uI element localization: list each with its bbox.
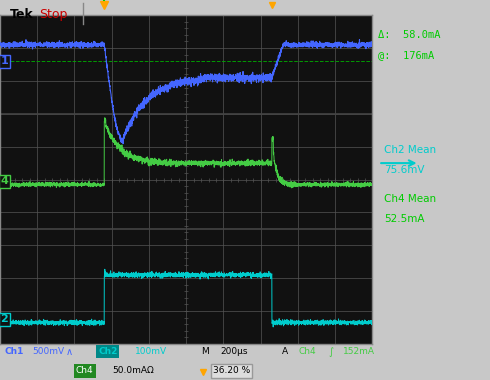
Text: Stop: Stop xyxy=(39,8,68,21)
Text: A: A xyxy=(282,347,288,356)
Text: M: M xyxy=(201,347,209,356)
Text: 500mV: 500mV xyxy=(32,347,64,356)
Text: Tek: Tek xyxy=(10,8,33,21)
Text: ∧: ∧ xyxy=(66,347,74,357)
Text: Ch2: Ch2 xyxy=(98,347,118,356)
Text: Ch2 Mean: Ch2 Mean xyxy=(384,145,436,155)
Text: 152mA: 152mA xyxy=(343,347,375,356)
Text: 100mV: 100mV xyxy=(135,347,167,356)
Text: @:  176mA: @: 176mA xyxy=(378,50,435,60)
Text: Ch4: Ch4 xyxy=(299,347,317,356)
Text: 200μs: 200μs xyxy=(220,347,248,356)
Text: Ch1: Ch1 xyxy=(5,347,24,356)
Text: Ch4: Ch4 xyxy=(76,366,94,375)
Text: 1: 1 xyxy=(0,56,8,66)
Text: 50.0mAΩ: 50.0mAΩ xyxy=(113,366,154,375)
Text: 2: 2 xyxy=(0,314,8,324)
Text: ∫: ∫ xyxy=(328,347,333,357)
Text: 52.5mA: 52.5mA xyxy=(384,214,425,224)
Text: 4: 4 xyxy=(0,176,8,186)
Text: 75.6mV: 75.6mV xyxy=(384,165,425,175)
Text: 36.20 %: 36.20 % xyxy=(213,366,250,375)
Text: Ch4 Mean: Ch4 Mean xyxy=(384,194,436,204)
Text: Δ:  58.0mA: Δ: 58.0mA xyxy=(378,30,441,40)
